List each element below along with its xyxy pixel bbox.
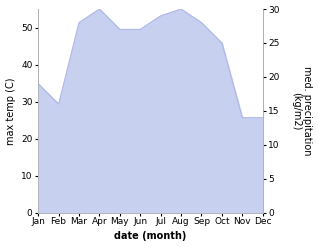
- Y-axis label: max temp (C): max temp (C): [5, 77, 16, 145]
- Y-axis label: med. precipitation
(kg/m2): med. precipitation (kg/m2): [291, 66, 313, 156]
- X-axis label: date (month): date (month): [114, 231, 187, 242]
